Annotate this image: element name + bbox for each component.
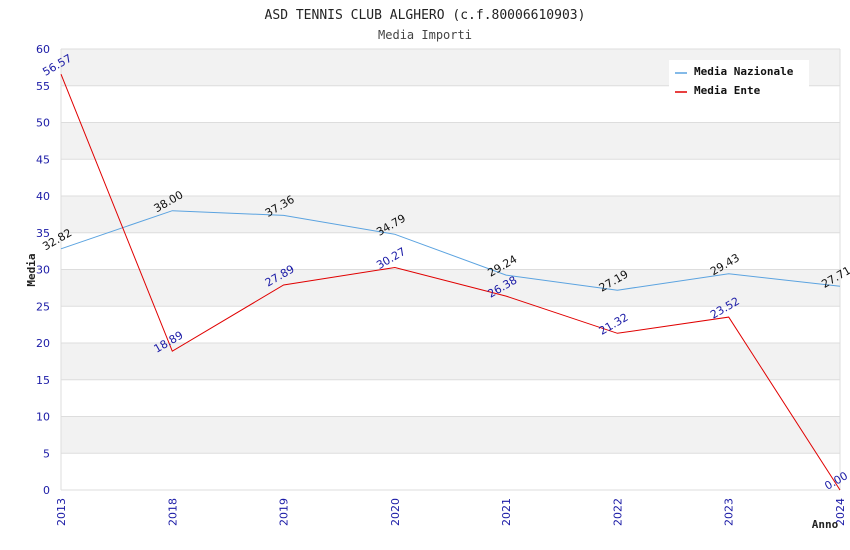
y-tick-label: 35 (36, 227, 50, 240)
grid-band (61, 122, 840, 160)
x-tick-label: 2022 (611, 498, 624, 526)
y-tick-label: 55 (36, 80, 50, 93)
y-tick-label: 0 (43, 484, 50, 497)
x-axis-ticks: 2013 2018 2019 2020 2021 2022 2023 2024 (55, 498, 847, 526)
y-tick-label: 60 (36, 43, 50, 56)
series-line-media-ente (60, 74, 841, 491)
data-label: 0.00 (822, 469, 850, 493)
chart-subtitle: Media Importi (378, 28, 472, 42)
x-tick-label: 2013 (55, 498, 68, 526)
grid-band (61, 196, 840, 233)
x-axis-label: Anno (812, 518, 839, 531)
y-tick-label: 10 (36, 411, 50, 424)
x-tick-label: 2019 (278, 498, 291, 526)
x-tick-label: 2021 (500, 498, 513, 526)
grid-band (61, 416, 840, 454)
series-line-media-nazionale (60, 210, 841, 291)
chart-title: ASD TENNIS CLUB ALGHERO (c.f.80006610903… (265, 8, 586, 23)
y-tick-label: 15 (36, 374, 50, 387)
x-tick-label: 2018 (166, 498, 179, 526)
y-tick-label: 40 (36, 190, 50, 203)
y-tick-label: 45 (36, 153, 50, 166)
data-label: 21.32 (597, 311, 631, 338)
y-axis-label: Media (25, 253, 38, 286)
y-tick-label: 5 (43, 447, 50, 460)
x-tick-label: 2020 (389, 498, 402, 526)
grid-band (61, 343, 840, 380)
y-tick-label: 20 (36, 337, 50, 350)
y-tick-label: 50 (36, 117, 50, 130)
legend-label-media-ente: Media Ente (694, 84, 761, 97)
series-lines (60, 74, 841, 491)
y-axis-ticks: 0 5 10 15 20 25 30 35 40 45 50 55 60 (36, 43, 50, 497)
grid-lines (60, 48, 841, 491)
y-tick-label: 30 (36, 264, 50, 277)
legend: Media Nazionale Media Ente (669, 60, 809, 100)
legend-label-media-nazionale: Media Nazionale (694, 65, 794, 78)
legend-box (669, 60, 809, 100)
x-tick-label: 2023 (723, 498, 736, 526)
grid-band (61, 269, 840, 307)
x-tick-label: 2024 (834, 498, 847, 526)
y-tick-label: 25 (36, 300, 50, 313)
grid-bands (61, 49, 840, 454)
